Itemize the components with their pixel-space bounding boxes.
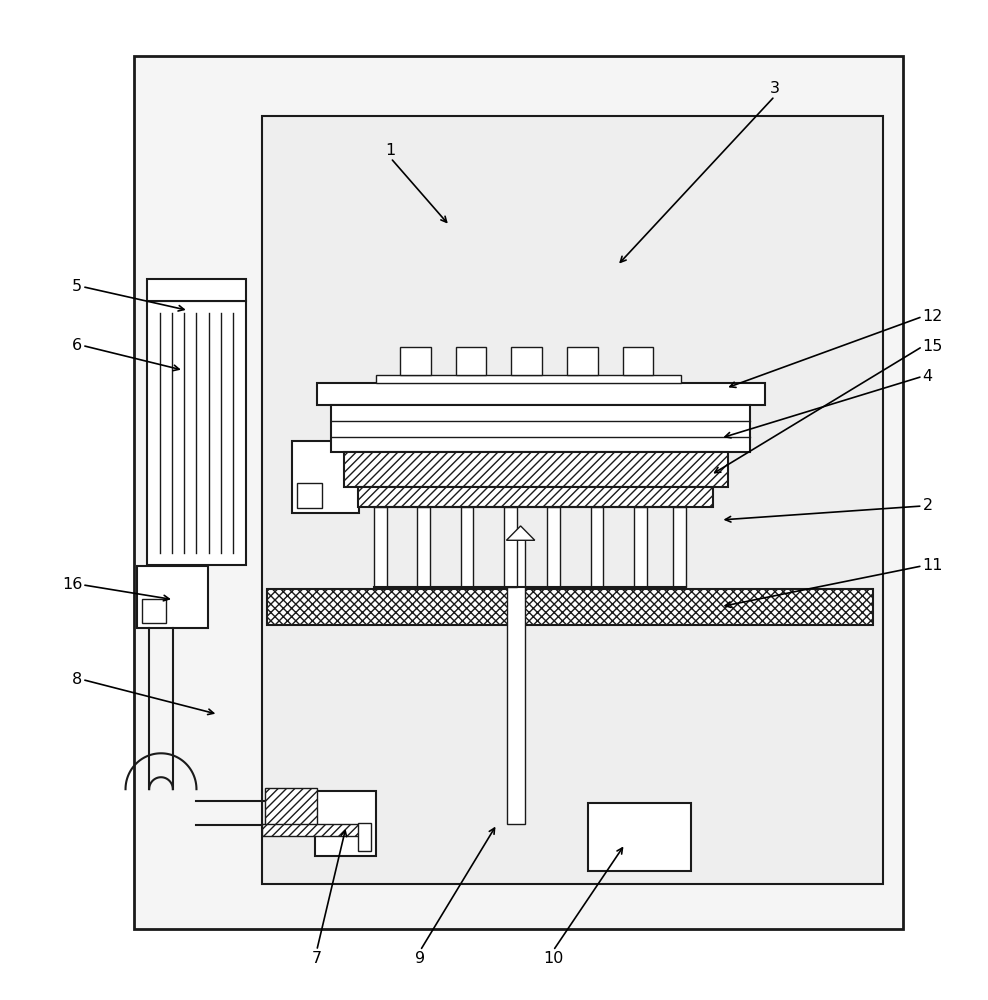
Polygon shape: [137, 566, 208, 628]
Polygon shape: [266, 788, 317, 826]
Polygon shape: [622, 347, 653, 375]
Polygon shape: [547, 507, 560, 587]
Polygon shape: [417, 507, 430, 587]
Text: 2: 2: [923, 498, 933, 513]
Text: 16: 16: [62, 577, 82, 592]
Text: 7: 7: [311, 951, 322, 966]
Polygon shape: [147, 279, 246, 301]
Text: 12: 12: [923, 309, 943, 324]
Polygon shape: [673, 507, 686, 587]
Text: 8: 8: [72, 672, 82, 687]
Polygon shape: [292, 441, 359, 513]
Text: 10: 10: [543, 951, 563, 966]
Polygon shape: [375, 375, 681, 383]
Polygon shape: [507, 526, 535, 540]
Polygon shape: [344, 452, 728, 487]
Polygon shape: [297, 483, 321, 508]
Polygon shape: [142, 599, 166, 623]
Polygon shape: [507, 535, 525, 824]
Polygon shape: [634, 507, 647, 587]
Polygon shape: [147, 301, 246, 565]
Polygon shape: [134, 56, 903, 929]
Text: 5: 5: [72, 279, 82, 294]
Text: 6: 6: [72, 338, 82, 353]
Text: 3: 3: [770, 81, 780, 96]
Text: 15: 15: [923, 339, 943, 354]
Polygon shape: [358, 487, 712, 507]
Polygon shape: [460, 507, 473, 587]
Text: 4: 4: [923, 369, 933, 384]
Polygon shape: [373, 507, 386, 587]
Polygon shape: [358, 823, 370, 851]
Polygon shape: [263, 824, 359, 836]
Polygon shape: [317, 383, 765, 405]
Text: 11: 11: [923, 558, 944, 573]
Polygon shape: [512, 347, 542, 375]
Polygon shape: [455, 347, 486, 375]
Polygon shape: [268, 589, 873, 625]
Polygon shape: [588, 803, 691, 871]
Polygon shape: [263, 116, 883, 884]
Polygon shape: [400, 347, 431, 375]
Polygon shape: [567, 347, 598, 375]
Text: 1: 1: [385, 143, 395, 158]
Polygon shape: [504, 507, 517, 587]
Polygon shape: [315, 791, 375, 856]
Polygon shape: [591, 507, 604, 587]
Text: 9: 9: [415, 951, 425, 966]
Polygon shape: [331, 405, 750, 452]
